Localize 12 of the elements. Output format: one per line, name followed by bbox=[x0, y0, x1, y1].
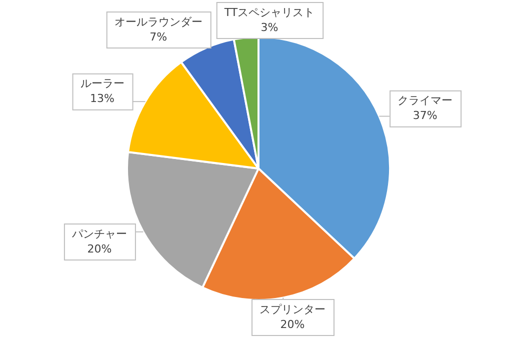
data-label: 20% bbox=[87, 242, 112, 256]
slice-label: TTスペシャリスト bbox=[223, 6, 315, 19]
data-label: 13% bbox=[90, 92, 114, 106]
slice-label: クライマー bbox=[398, 94, 453, 108]
slice-label: ルーラー bbox=[80, 77, 124, 90]
data-label: 20% bbox=[280, 318, 305, 331]
slice-label: オールラウンダー bbox=[114, 15, 202, 28]
data-label: 7% bbox=[150, 30, 168, 44]
data-label: 3% bbox=[260, 20, 278, 34]
slice-label: パンチャー bbox=[70, 227, 127, 240]
data-label: 37% bbox=[412, 109, 438, 122]
slice-label: スプリンター bbox=[260, 302, 326, 316]
